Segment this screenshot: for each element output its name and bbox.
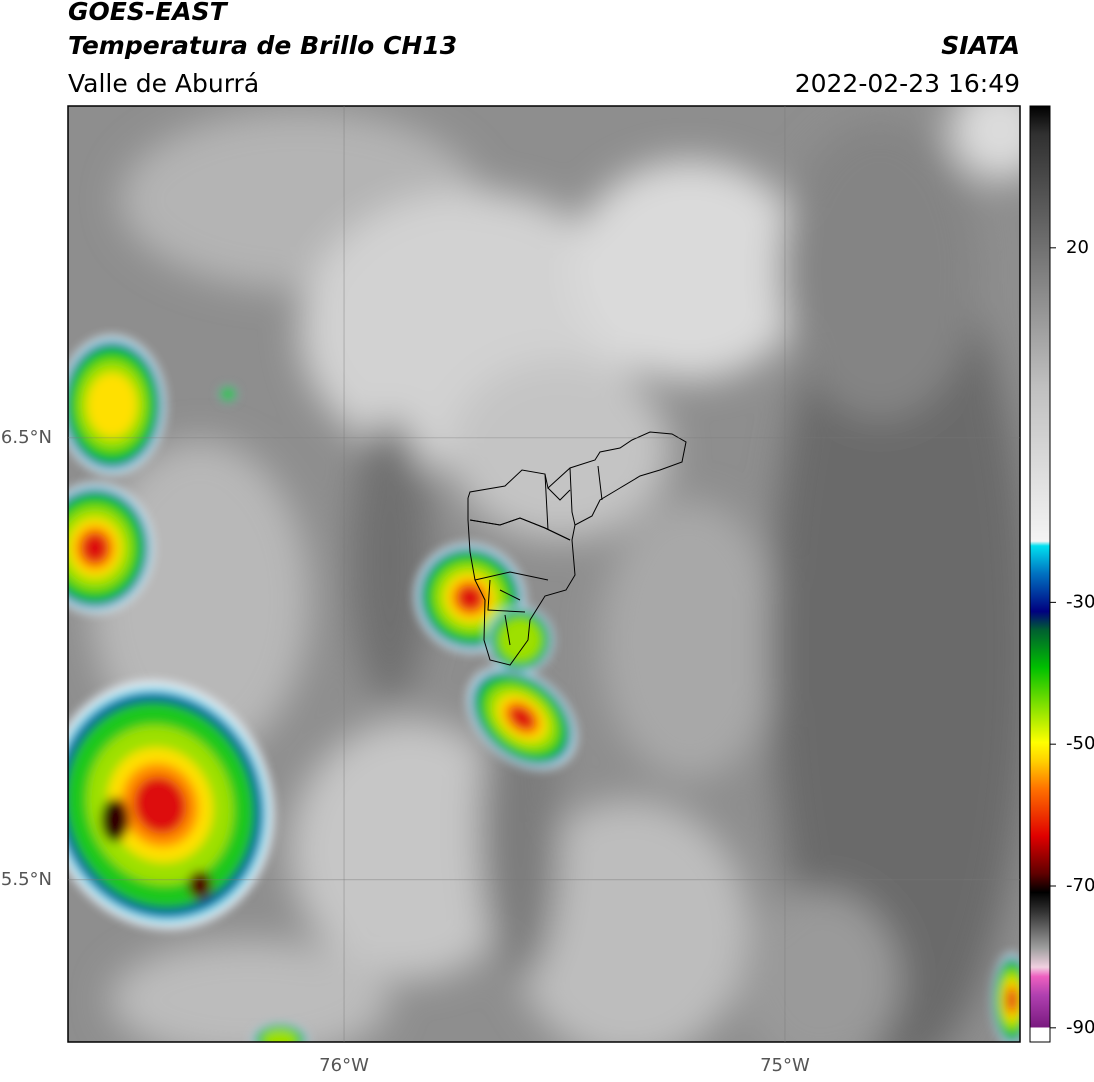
graticule: 76°W 75°W 6.5°N 5.5°N — [1, 106, 1020, 1076]
storm-core — [188, 871, 212, 899]
colorbar-tick-label: -30 — [1066, 591, 1094, 612]
storm-layer — [87, 372, 137, 438]
municipal-boundaries — [469, 465, 603, 646]
datetime: 2022-02-23 16:49 — [795, 69, 1020, 98]
storm-layer — [498, 618, 542, 662]
colorbar-tick-label: 20 — [1066, 237, 1089, 258]
title: GOES-EAST — [68, 0, 229, 26]
storm-layer — [133, 776, 187, 834]
colorbar-tick-label: -50 — [1066, 733, 1094, 754]
storm-layers — [68, 335, 1020, 1042]
municipal-boundaries — [467, 431, 687, 666]
map-frame — [67, 105, 1021, 1043]
cold-cloud-tops — [68, 335, 1020, 1042]
storm-layer — [509, 706, 535, 730]
storm-layer — [81, 532, 109, 564]
colorbar-tick-label: -70 — [1066, 875, 1094, 896]
storm-layer — [262, 1029, 298, 1042]
colorbar — [1029, 105, 1051, 1043]
y-tick-label: 6.5°N — [1, 427, 52, 448]
storm-core — [101, 798, 129, 842]
y-tick-label: 5.5°N — [1, 869, 52, 890]
satellite-image — [68, 106, 1020, 1042]
storm-layer — [220, 387, 236, 401]
source: SIATA — [941, 31, 1020, 60]
subtitle: Temperatura de Brillo CH13 — [68, 31, 457, 60]
storm-layer — [457, 585, 483, 611]
x-tick-label: 76°W — [319, 1055, 369, 1076]
colorbar-tick-label: -90 — [1066, 1017, 1094, 1038]
x-tick-label: 75°W — [760, 1055, 810, 1076]
colorbar-ticks: 20 -30 -50 -70 -90 — [1050, 237, 1094, 1038]
storm-layer — [1007, 989, 1017, 1011]
region: Valle de Aburrá — [68, 69, 259, 98]
